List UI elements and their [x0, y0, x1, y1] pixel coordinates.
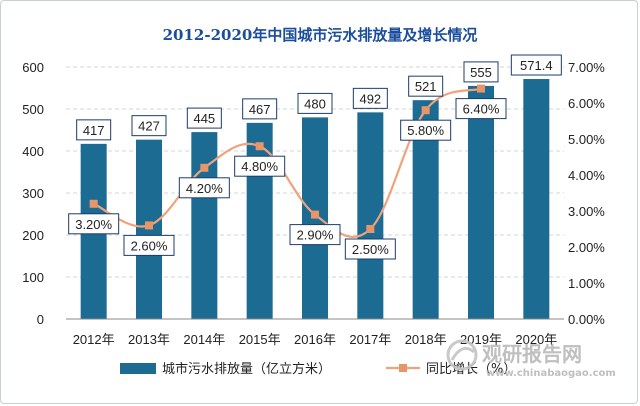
bar-label: 480 — [304, 96, 326, 111]
bar-label: 555 — [470, 65, 492, 80]
right-tick-label: 1.00% — [568, 276, 605, 291]
right-tick-label: 0.00% — [568, 312, 605, 327]
line-label-box — [178, 177, 230, 199]
bar-label-box — [463, 61, 499, 83]
bar-label-box — [297, 92, 333, 114]
bar-label: 467 — [249, 102, 271, 117]
bar-label-box — [510, 54, 562, 76]
bar-label: 417 — [83, 123, 105, 138]
bar — [523, 79, 550, 320]
line-marker — [311, 210, 319, 219]
x-tick-label: 2017年 — [349, 332, 391, 347]
x-tick-label: 2015年 — [239, 332, 281, 347]
left-tick-label: 100 — [22, 270, 44, 285]
x-tick-label: 2020年 — [515, 332, 557, 347]
line-label-box — [289, 224, 341, 246]
left-tick-label: 300 — [22, 186, 44, 201]
right-tick-label: 2.00% — [568, 240, 605, 255]
bar-label: 445 — [193, 111, 215, 126]
x-tick-label: 2018年 — [405, 332, 447, 347]
line-label: 3.20% — [75, 217, 112, 232]
bar — [191, 132, 218, 319]
bar-labels: 417 427 445 467 480 492 521 555 571.4 — [76, 54, 562, 141]
right-axis-ticks: 0.00% 1.00% 2.00% 3.00% 4.00% 5.00% 6.00% 7.00% — [568, 60, 605, 327]
legend-line-marker — [399, 364, 407, 372]
bar-label: 521 — [415, 79, 437, 94]
line-label: 2.90% — [297, 228, 334, 243]
legend-bar-label: 城市污水排放量（亿立方米） — [162, 361, 331, 377]
line-labels: 3.20% 2.60% 4.20% 4.80% 2.90% 2.50% 5.80% 6.40% — [68, 98, 507, 260]
line-label-box — [455, 98, 507, 120]
line-label: 2.50% — [352, 242, 389, 257]
watermark: 观研报告网 www.chinabaogao.com — [446, 339, 616, 379]
line-marker — [89, 199, 98, 208]
watermark-logo-icon — [446, 339, 478, 371]
left-tick-label: 0 — [37, 312, 44, 327]
line-marker — [366, 225, 375, 233]
bar-label-box — [76, 119, 112, 141]
line-label: 6.40% — [463, 102, 500, 117]
legend-bar-swatch — [120, 363, 156, 374]
left-tick-label: 200 — [22, 228, 44, 243]
line-label-box — [68, 213, 120, 235]
right-tick-label: 3.00% — [568, 204, 605, 219]
left-axis-ticks: 0 100 200 300 400 500 600 — [22, 60, 44, 327]
line-marker — [200, 163, 209, 172]
left-tick-label: 600 — [22, 60, 44, 75]
line-label: 4.80% — [241, 159, 278, 174]
x-tick-label: 2012年 — [73, 332, 115, 347]
bars — [80, 79, 550, 320]
line-label: 4.20% — [186, 181, 223, 196]
line-label-box — [344, 238, 396, 260]
bar-label-box — [131, 115, 167, 137]
legend-line-label: 同比增长（%） — [426, 362, 516, 377]
x-axis: 2012年 2013年 2014年 2015年 2016年 2017年 2018年 2019年… — [66, 318, 564, 347]
x-tick-label: 2013年 — [128, 332, 170, 347]
bar — [468, 85, 494, 320]
line-marker — [477, 84, 485, 93]
bar — [246, 122, 273, 319]
bar-label-box — [242, 98, 278, 120]
bar-label-box — [408, 75, 444, 97]
watermark-brand: 观研报告网 — [482, 342, 582, 366]
x-tick-label: 2014年 — [183, 332, 225, 347]
line-marker — [145, 221, 153, 230]
right-tick-label: 4.00% — [568, 168, 605, 183]
bar-label: 571.4 — [520, 58, 553, 73]
right-tick-label: 5.00% — [568, 132, 605, 147]
line-label-box — [123, 234, 175, 256]
left-tick-label: 400 — [22, 144, 44, 159]
line-marker — [421, 106, 430, 115]
line-label-box — [400, 119, 452, 141]
bar-label: 427 — [138, 119, 160, 134]
line-label-box — [234, 155, 286, 177]
bar-label: 492 — [359, 91, 381, 106]
left-tick-label: 500 — [22, 102, 44, 117]
watermark-url: www.chinabaogao.com — [486, 368, 616, 379]
chart-title: 2012-2020年中国城市污水排放量及增长情况 — [163, 26, 478, 44]
bar-label-box — [186, 107, 222, 129]
x-tick-label: 2016年 — [294, 332, 336, 347]
bar-label-box — [352, 87, 388, 109]
right-tick-label: 6.00% — [568, 96, 605, 111]
line-label: 5.80% — [407, 123, 444, 138]
line-marker — [255, 142, 264, 151]
line-label: 2.60% — [131, 238, 168, 253]
right-tick-label: 7.00% — [568, 60, 605, 75]
legend: 城市污水排放量（亿立方米） 同比增长（%） — [120, 361, 516, 377]
